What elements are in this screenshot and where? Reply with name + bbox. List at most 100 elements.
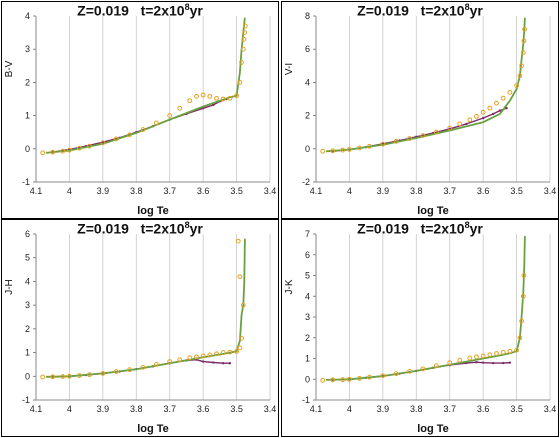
data-point (502, 361, 505, 365)
data-point (127, 132, 132, 138)
chart-plot: 4.1 4 3.9 3.8 3.7 3.6 3.5 3.4 -1 0 1 2 3 4 5 6 7 log Te J-… (284, 229, 557, 435)
data-point (507, 89, 513, 95)
x-tick-label: 3.9 (377, 186, 390, 196)
x-axis-label: log Te (417, 423, 449, 435)
y-tick-label: 6 (305, 250, 310, 260)
data-point (520, 293, 526, 299)
chart-title-age-unit: yr (469, 220, 483, 237)
chart-plot: 4.1 4 3.9 3.8 3.7 3.6 3.5 3.4 -2 0 2 4 6 8 log Te V-I (284, 11, 557, 217)
data-point (517, 335, 523, 341)
y-tick-label: 8 (305, 11, 310, 21)
data-point (227, 349, 233, 355)
y-tick-label: 3 (305, 312, 310, 322)
data-point (420, 366, 426, 372)
x-tick-label: 4 (67, 404, 72, 414)
data-point (330, 377, 336, 383)
x-tick-label: 3.4 (264, 404, 277, 414)
chart-title-age-exponent: 8 (184, 220, 190, 230)
y-axis-label: V-I (284, 63, 295, 75)
x-tick-label: 4.1 (310, 186, 323, 196)
y-tick-label: 1 (25, 111, 30, 121)
data-point (153, 362, 159, 367)
x-tick-label: 3.4 (264, 186, 277, 196)
data-point (167, 113, 173, 118)
x-tick-label: 3.8 (130, 404, 143, 414)
chart-title-age: t=2x10 (420, 220, 465, 237)
data-point (100, 371, 106, 376)
chart-title: Z=0.019 t=2x108yr (282, 2, 558, 19)
data-point (67, 147, 72, 153)
data-point (393, 371, 399, 377)
y-tick-label: 4 (25, 11, 30, 21)
data-point (242, 23, 248, 29)
data-point (433, 363, 439, 369)
x-tick-label: 4.1 (30, 404, 43, 414)
y-tick-label: 2 (305, 333, 310, 343)
data-point (491, 112, 495, 116)
series-line (332, 107, 507, 152)
x-tick-label: 3.6 (197, 186, 210, 196)
data-point (367, 143, 372, 149)
chart-title-age: t=2x10 (420, 2, 465, 19)
x-tick-label: 3.7 (163, 186, 176, 196)
data-point (241, 36, 247, 42)
data-point (113, 136, 119, 142)
data-point (60, 148, 66, 154)
data-point (207, 352, 213, 358)
data-point (235, 238, 241, 244)
data-point (60, 374, 66, 379)
data-point (433, 129, 439, 135)
y-tick-label: 2 (305, 111, 310, 121)
x-tick-label: 3.7 (443, 186, 456, 196)
data-point (40, 374, 46, 380)
y-tick-label: 0 (305, 144, 310, 154)
chart-title-age-unit: yr (189, 220, 203, 237)
data-point (380, 373, 386, 379)
data-point (234, 348, 239, 354)
x-tick-label: 3.6 (477, 404, 490, 414)
data-point (242, 30, 247, 36)
y-tick-label: 6 (305, 44, 310, 54)
data-point (237, 80, 243, 85)
series-line (45, 17, 246, 154)
data-point (237, 345, 243, 351)
y-tick-label: 0 (25, 371, 30, 381)
x-tick-label: 3.5 (230, 404, 243, 414)
data-point (320, 148, 326, 154)
y-tick-label: 3 (25, 44, 30, 54)
data-point (521, 273, 527, 278)
data-point (50, 149, 56, 155)
data-point (487, 105, 493, 111)
x-tick-label: 3.9 (97, 186, 110, 196)
data-point (100, 140, 106, 146)
data-point (347, 376, 352, 382)
data-point (87, 372, 92, 378)
data-point (194, 354, 199, 360)
y-axis-label: J-H (4, 279, 15, 295)
data-point (514, 347, 519, 353)
data-point (380, 141, 386, 147)
data-point (517, 73, 523, 79)
x-tick-label: 3.5 (230, 186, 243, 196)
y-tick-label: 4 (25, 276, 30, 286)
chart-title-age-exponent: 8 (184, 2, 190, 12)
chart-title-z: Z=0.019 (77, 220, 129, 237)
data-point (340, 147, 346, 153)
data-point (520, 50, 526, 55)
x-tick-label: 3.4 (544, 186, 557, 196)
data-point (514, 83, 519, 89)
data-point (237, 274, 243, 280)
y-tick-label: 1 (305, 354, 310, 364)
data-point (207, 93, 213, 99)
chart-title: Z=0.019 t=2x108yr (2, 220, 278, 237)
data-point (474, 114, 479, 119)
data-point (480, 109, 486, 115)
data-point (234, 93, 239, 99)
data-point (340, 377, 346, 383)
data-point (465, 122, 468, 126)
data-point (211, 103, 215, 107)
chart-title-z: Z=0.019 (357, 220, 409, 237)
data-point (167, 359, 173, 364)
x-tick-label: 3.4 (544, 404, 557, 414)
chart-title-age-exponent: 8 (464, 220, 470, 230)
